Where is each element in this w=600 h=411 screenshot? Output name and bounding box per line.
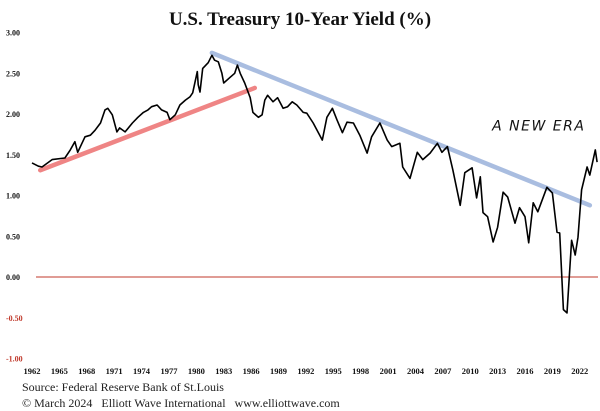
x-tick-label: 1965 xyxy=(51,366,68,376)
y-tick-label: -0.50 xyxy=(6,314,23,323)
y-axis-ticks: 3.00 2.50 2.00 1.50 1.00 0.50 0.00 -0.50 -1.00 xyxy=(6,29,23,364)
y-tick-label: -1.00 xyxy=(6,355,23,364)
trendline-falling-resistance xyxy=(209,50,593,208)
x-tick-label: 1989 xyxy=(270,366,287,376)
x-tick-label: 1977 xyxy=(160,366,178,376)
x-tick-label: 1986 xyxy=(243,366,260,376)
y-tick-label: 2.00 xyxy=(6,110,20,119)
trendline-rising-support xyxy=(37,85,258,173)
copyright-note: © March 2024 Elliott Wave International … xyxy=(22,396,340,410)
x-tick-label: 2016 xyxy=(517,366,534,376)
x-tick-label: 1983 xyxy=(215,366,232,376)
y-tick-label: 0.50 xyxy=(6,232,20,241)
yield-series-line xyxy=(31,54,598,314)
trendlines xyxy=(37,50,593,208)
x-tick-label: 2004 xyxy=(407,366,425,376)
x-tick-label: 2013 xyxy=(489,366,506,376)
x-axis-ticks: 1962 1965 1968 1971 1974 1977 1980 1983 1986 1989… xyxy=(24,366,589,376)
x-tick-label: 1992 xyxy=(297,366,314,376)
x-tick-label: 1995 xyxy=(325,366,342,376)
x-tick-label: 1974 xyxy=(133,366,151,376)
y-tick-label: 1.50 xyxy=(6,151,20,160)
y-tick-label: 0.00 xyxy=(6,273,20,282)
chart-title: U.S. Treasury 10-Year Yield (%) xyxy=(169,9,431,30)
x-tick-label: 1980 xyxy=(188,366,205,376)
x-tick-label: 2019 xyxy=(544,366,561,376)
x-tick-label: 2010 xyxy=(462,366,479,376)
y-tick-label: 2.50 xyxy=(6,69,20,78)
x-tick-label: 1962 xyxy=(24,366,41,376)
source-note: Source: Federal Reserve Bank of St.Louis xyxy=(22,380,224,394)
x-tick-label: 1968 xyxy=(78,366,95,376)
x-tick-label: 2022 xyxy=(571,366,588,376)
annotation-new-era: A NEW ERA xyxy=(491,118,585,134)
y-tick-label: 1.00 xyxy=(6,192,20,201)
y-tick-label: 3.00 xyxy=(6,29,20,38)
x-tick-label: 1971 xyxy=(106,366,123,376)
x-tick-label: 2007 xyxy=(434,366,452,376)
x-tick-label: 2001 xyxy=(380,366,397,376)
x-tick-label: 1998 xyxy=(352,366,369,376)
